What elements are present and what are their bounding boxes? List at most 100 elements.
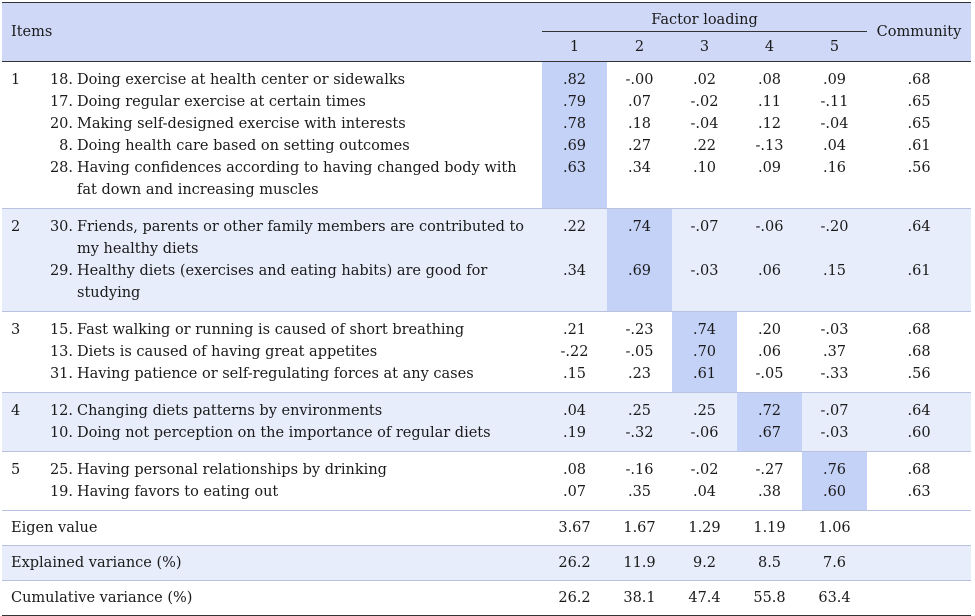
summary-value: 7.6 — [802, 545, 868, 581]
community-value: .68 — [907, 72, 931, 88]
loading-cell: -.02 — [672, 451, 737, 481]
item-text-line: Making self-designed exercise with inter… — [77, 116, 406, 132]
loading-value: -.27 — [755, 462, 784, 478]
factor-group-number: 3 — [11, 322, 21, 338]
table-row: 20. Making self-designed exercise with in… — [2, 113, 971, 135]
loading-value: .09 — [822, 72, 847, 88]
loading-value: -.03 — [820, 425, 849, 441]
item-text-line: Healthy diets (exercises and eating habi… — [77, 263, 488, 279]
item-text: Diets is caused of having great appetite… — [77, 341, 542, 363]
item-cell: 31. Having patience or self-regulating fo… — [2, 363, 542, 393]
loading-cell: -.07 — [802, 392, 868, 422]
loading-cell: -.05 — [607, 341, 672, 363]
loading-value: -.02 — [690, 94, 719, 110]
loading-value: .21 — [562, 322, 587, 338]
summary-value: 1.06 — [802, 510, 868, 546]
community-cell: .56 — [867, 363, 971, 393]
community-cell: .64 — [867, 208, 972, 260]
summary-value: 55.8 — [737, 580, 802, 616]
loading-value: .82 — [562, 72, 587, 88]
loading-cell: .22 — [542, 208, 607, 260]
loading-value: -.13 — [755, 138, 784, 154]
item-text: Doing not perception on the importance o… — [77, 422, 542, 444]
community-cell: .68 — [867, 311, 972, 341]
summary-value: 47.4 — [672, 580, 737, 616]
loading-value: .07 — [562, 484, 587, 500]
table-row: 29. Healthy diets (exercises and eating h… — [2, 260, 972, 312]
item-text-line: Doing exercise at health center or sidew… — [77, 72, 406, 88]
loading-cell: .38 — [737, 481, 802, 511]
loading-value: -.22 — [560, 344, 589, 360]
community-cell: .61 — [867, 135, 971, 157]
summary-value: 8.5 — [737, 545, 802, 581]
loading-value: .06 — [757, 263, 782, 279]
item-text: Having patience or self-regulating force… — [77, 363, 542, 385]
loading-cell: .78 — [542, 113, 607, 135]
loading-value: .07 — [627, 94, 652, 110]
loading-value: .69 — [562, 138, 587, 154]
table-row: 28. Having confidences according to havin… — [2, 157, 971, 209]
loading-value: .74 — [692, 322, 717, 338]
loading-cell: .08 — [737, 62, 802, 92]
loading-value: .25 — [692, 403, 717, 419]
community-header: Community — [876, 24, 962, 40]
loading-value: .34 — [627, 160, 652, 176]
loading-cell: -.03 — [802, 422, 867, 452]
loading-cell: -.16 — [607, 451, 672, 481]
community-cell: .68 — [867, 62, 971, 92]
loading-cell: .23 — [607, 363, 672, 393]
factor-5-header: 5 — [829, 38, 840, 55]
community-value: .56 — [907, 366, 931, 382]
loading-cell: .25 — [672, 392, 737, 422]
item-text-line: fat down and increasing muscles — [77, 182, 319, 198]
loading-value: -.07 — [820, 403, 849, 419]
loading-value: -.32 — [625, 425, 654, 441]
loading-cell: .11 — [737, 91, 802, 113]
item-cell: 28. Having confidences according to havin… — [2, 157, 542, 209]
item-cell: 5 25. Having personal relationships by dri… — [2, 451, 542, 481]
loading-cell: .16 — [802, 157, 867, 209]
loading-cell: .25 — [607, 392, 672, 422]
loading-value: .27 — [627, 138, 652, 154]
loading-cell: -.05 — [737, 363, 802, 393]
table-row: 5 25. Having personal relationships by dri… — [2, 451, 972, 481]
loading-cell: -.23 — [607, 311, 672, 341]
factor-4-header: 4 — [764, 38, 775, 55]
community-value: .68 — [907, 462, 931, 478]
loading-cell: .06 — [737, 341, 802, 363]
loading-cell: .12 — [737, 113, 802, 135]
factor-1-header: 1 — [569, 38, 580, 55]
community-value: .60 — [907, 425, 931, 441]
factor-group-number — [2, 157, 37, 179]
loading-cell: .34 — [542, 260, 607, 312]
loading-cell: .20 — [737, 311, 802, 341]
community-cell: .65 — [867, 91, 971, 113]
loading-cell: .19 — [542, 422, 607, 452]
loading-value: -.05 — [755, 366, 784, 382]
item-text: Having confidences according to having c… — [77, 157, 542, 201]
loading-cell: .02 — [672, 62, 737, 92]
loading-value: -.06 — [690, 425, 719, 441]
factor-group-number — [2, 113, 37, 135]
item-text: Making self-designed exercise with inter… — [77, 113, 542, 135]
loading-value: .76 — [822, 462, 847, 478]
community-value: .56 — [907, 160, 931, 176]
item-text: Having favors to eating out — [77, 481, 542, 503]
loading-value: .10 — [692, 160, 717, 176]
item-code: 31. — [49, 366, 73, 382]
loading-cell: .27 — [607, 135, 672, 157]
community-value: .65 — [907, 94, 931, 110]
item-cell: 13. Diets is caused of having great appet… — [2, 341, 542, 363]
loading-cell: .74 — [607, 208, 672, 260]
loading-cell: .70 — [672, 341, 737, 363]
item-code: 25. — [49, 462, 73, 478]
item-code: 20. — [49, 116, 73, 132]
item-text: Having personal relationships by drinkin… — [77, 459, 542, 481]
loading-cell: .04 — [542, 392, 607, 422]
loading-cell: .69 — [607, 260, 672, 312]
factor-group-number — [2, 422, 37, 444]
table-row: 4 12. Changing diets patterns by environme… — [2, 392, 972, 422]
item-code: 12. — [49, 403, 73, 419]
item-text-line: Doing not perception on the importance o… — [77, 425, 491, 441]
table-row: 2 30. Friends, parents or other family mem… — [2, 208, 972, 260]
